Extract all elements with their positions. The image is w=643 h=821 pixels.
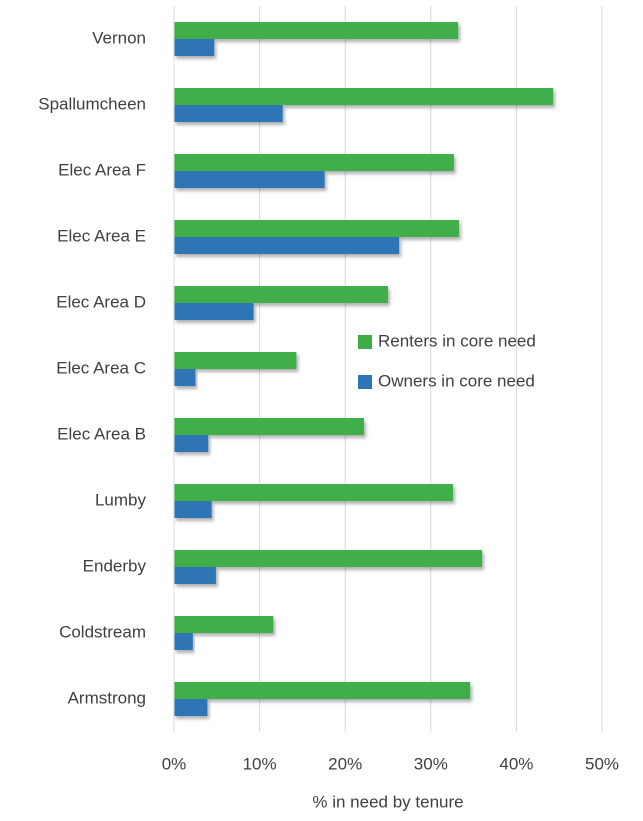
y-tick-label: Elec Area F [58,160,146,179]
legend-swatch [358,375,372,389]
bar [174,369,196,386]
bar [174,633,193,650]
bar [174,435,209,452]
legend-label: Owners in core need [378,371,535,390]
y-tick-label: Elec Area C [56,358,146,377]
bar [174,567,216,584]
y-tick-label: Vernon [92,28,146,47]
bar [174,22,459,39]
bar [174,286,388,303]
y-tick-label: Coldstream [59,622,146,641]
bar [174,105,283,122]
x-tick-label: 40% [499,754,533,773]
bar [174,154,454,171]
x-tick-label: 50% [585,754,619,773]
bar [174,171,325,188]
x-axis-title: % in need by tenure [312,792,463,811]
y-tick-label: Enderby [83,556,147,575]
legend-label: Renters in core need [378,331,536,350]
bar [174,550,483,567]
bar [174,303,254,320]
bar [174,484,454,501]
x-tick-label: 0% [162,754,187,773]
bar [174,418,365,435]
y-tick-label: Spallumcheen [38,94,146,113]
x-tick-label: 20% [328,754,362,773]
bar [174,220,460,237]
y-tick-label: Armstrong [68,688,146,707]
bar [174,88,554,105]
bar [174,237,400,254]
bar [174,501,212,518]
bar [174,39,215,56]
bar [174,616,274,633]
y-tick-label: Elec Area B [57,424,146,443]
bar [174,352,297,369]
y-tick-label: Elec Area E [57,226,146,245]
x-tick-label: 10% [243,754,277,773]
y-tick-label: Lumby [95,490,147,509]
legend-swatch [358,335,372,349]
bar [174,682,471,699]
bar [174,699,208,716]
x-tick-label: 30% [414,754,448,773]
y-tick-label: Elec Area D [56,292,146,311]
